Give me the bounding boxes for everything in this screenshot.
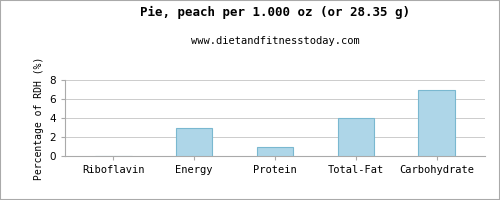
Text: Pie, peach per 1.000 oz (or 28.35 g): Pie, peach per 1.000 oz (or 28.35 g) xyxy=(140,6,410,19)
Bar xyxy=(257,146,293,156)
Text: www.dietandfitnesstoday.com: www.dietandfitnesstoday.com xyxy=(190,36,360,46)
Y-axis label: Percentage of RDH (%): Percentage of RDH (%) xyxy=(34,56,44,180)
Bar xyxy=(338,118,374,156)
Bar xyxy=(418,90,454,156)
Bar xyxy=(176,128,212,156)
